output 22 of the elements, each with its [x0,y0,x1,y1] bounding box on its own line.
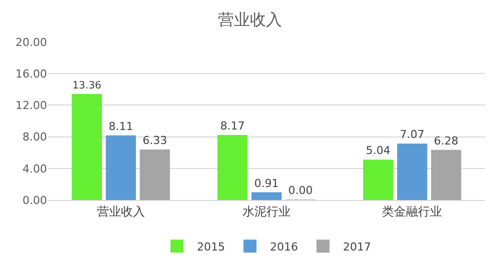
data-label: 8.11 [108,120,134,133]
y-tick-label: 8.00 [22,130,47,144]
data-label: 8.17 [220,119,245,132]
x-tick-label: 水泥行业 [242,204,290,218]
data-label: 0.00 [288,184,313,197]
data-label: 5.04 [366,144,390,158]
y-tick-label: 0.00 [22,194,47,207]
y-tick-label: 4.00 [22,162,47,176]
y-tick-label: 20.00 [16,36,47,49]
chart-title: 营业收入 [218,10,282,29]
data-label: 0.91 [254,176,279,190]
x-tick-label: 类金融行业 [382,204,442,218]
y-tick-label: 12.00 [16,99,47,112]
legend-label: 2015 [197,240,225,254]
y-tick-label: 16.00 [16,67,47,80]
data-label: 13.36 [72,80,102,92]
data-label: 6.33 [142,134,168,147]
x-tick-label: 营业收入 [96,204,145,218]
legend-label: 2017 [343,240,371,254]
legend-label: 2016 [270,240,298,254]
data-label: 6.28 [434,134,458,148]
data-label: 7.07 [400,128,424,142]
